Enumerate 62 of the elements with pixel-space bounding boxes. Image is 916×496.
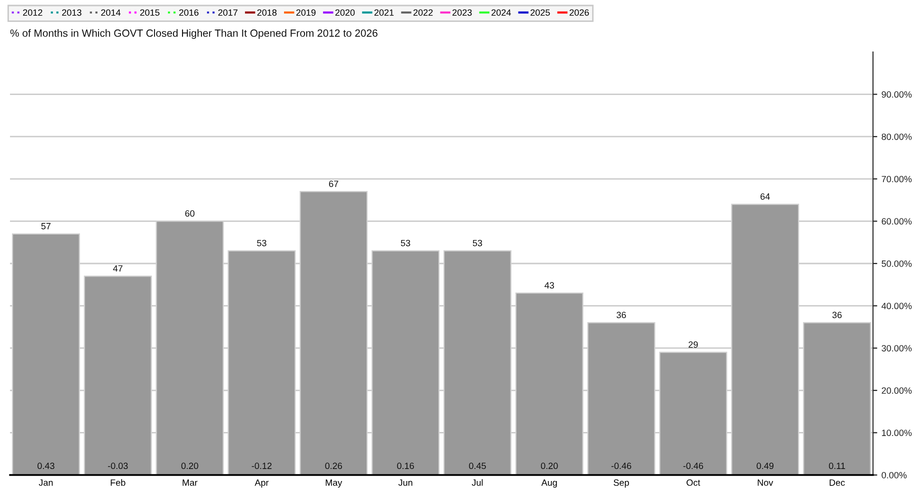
x-tick-label: Mar	[182, 480, 198, 486]
annotation: 0.49	[756, 462, 774, 470]
x-tick-label: Nov	[758, 480, 774, 486]
annotation: -0.46	[683, 462, 704, 470]
y-tick-label: 70.00%	[882, 176, 912, 182]
data-label: 36	[616, 312, 626, 318]
legend-label: 2020	[335, 9, 355, 16]
legend-label: 2013	[62, 9, 82, 16]
data-label: 47	[113, 265, 122, 272]
legend-label: 2014	[101, 9, 121, 16]
x-tick-label: Jan	[38, 480, 53, 486]
y-tick-label: 90.00%	[882, 91, 912, 98]
data-label: 64	[760, 193, 770, 200]
chart-title: % of Months in Which GOVT Closed Higher Than It Opened From 2012 to 2026	[10, 29, 378, 39]
data-label: 53	[400, 240, 410, 246]
data-label: 53	[472, 240, 482, 246]
data-label: 43	[544, 282, 554, 289]
annotation: 0.16	[397, 462, 414, 470]
legend-label: 2018	[257, 9, 277, 16]
annotation: -0.12	[252, 462, 272, 470]
annotation: -0.46	[611, 462, 632, 470]
annotation: 0.43	[38, 462, 54, 470]
annotation: 0.26	[325, 462, 342, 470]
legend-label: 2019	[296, 9, 316, 16]
data-label: 60	[185, 210, 194, 217]
legend-label: 2026	[570, 9, 589, 16]
legend-label: 2015	[140, 9, 160, 16]
data-label: 53	[257, 240, 266, 246]
x-tick-label: Aug	[541, 480, 557, 488]
x-tick-label: Feb	[110, 479, 126, 486]
x-tick-label: Oct	[686, 479, 700, 486]
y-tick-label: 20.00%	[882, 387, 912, 394]
annotation: 0.45	[469, 462, 486, 470]
annotation: 0.20	[540, 462, 558, 470]
legend-label: 2016	[179, 9, 198, 16]
y-tick-label: 60.00%	[882, 218, 912, 225]
legend-label: 2021	[374, 9, 394, 16]
annotation: -0.03	[108, 462, 128, 470]
legend-label: 2023	[452, 9, 472, 16]
x-tick-label: May	[326, 480, 342, 488]
legend-label: 2025	[530, 9, 550, 16]
x-tick-label: Sep	[614, 479, 629, 488]
y-tick-label: 40.00%	[882, 302, 912, 310]
legend-label: 2022	[413, 9, 433, 16]
x-tick-label: Apr	[254, 480, 269, 488]
y-tick-label: 0.00%	[882, 472, 907, 478]
y-tick-label: 30.00%	[882, 345, 912, 352]
data-label: 67	[329, 180, 338, 188]
y-tick-label: 80.00%	[882, 134, 912, 140]
x-tick-label: Jul	[472, 479, 483, 486]
y-tick-label: 50.00%	[882, 260, 912, 267]
x-tick-label: Dec	[830, 480, 845, 486]
data-label: 57	[41, 223, 51, 230]
data-label: 29	[688, 341, 698, 348]
legend-label: 2012	[23, 9, 42, 16]
legend-label: 2017	[218, 9, 238, 16]
x-tick-label: Jun	[398, 480, 412, 486]
annotation: 0.20	[181, 462, 198, 470]
y-tick-label: 10.00%	[882, 430, 912, 436]
annotation: 0.11	[828, 462, 846, 470]
data-label: 36	[832, 312, 842, 318]
legend-label: 2024	[492, 9, 511, 16]
